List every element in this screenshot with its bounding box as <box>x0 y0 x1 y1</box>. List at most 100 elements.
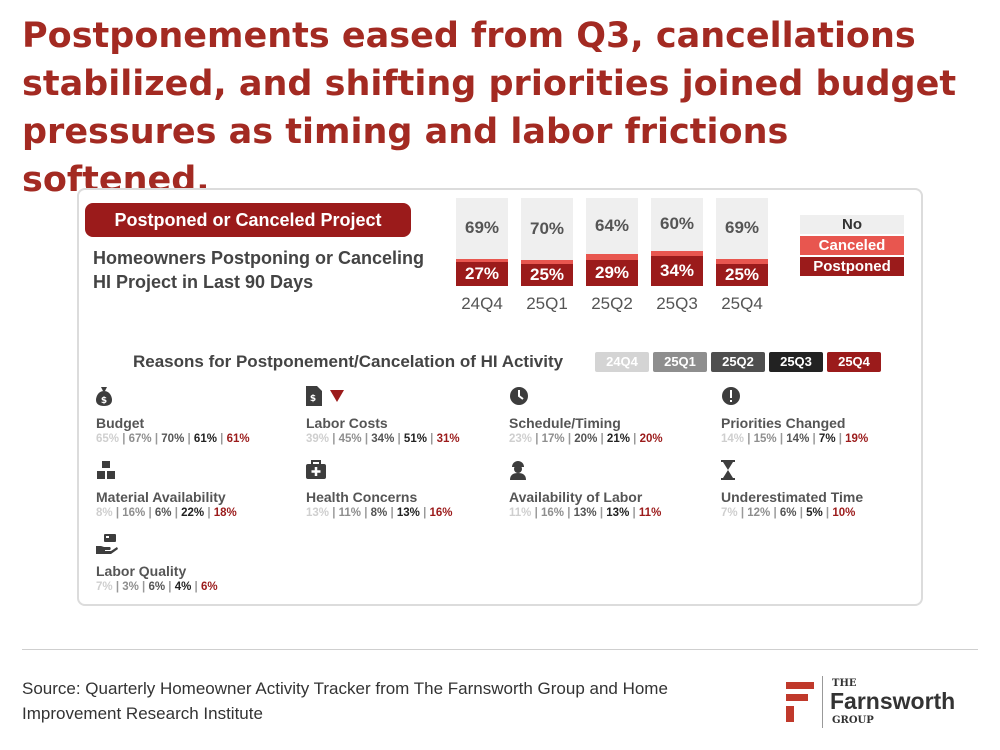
reason-values: 11% | 16% | 13% | 13% | 11% <box>509 505 719 521</box>
reason-name: Schedule/Timing <box>509 415 621 431</box>
worker-icon <box>509 461 527 480</box>
reason-value-25Q1: 16% <box>541 507 565 519</box>
reason-name: Underestimated Time <box>721 489 864 505</box>
logo-group: GROUP <box>832 715 874 726</box>
value-separator: | <box>387 507 397 519</box>
money-bag-icon: $ <box>96 387 112 406</box>
bar-segment-no <box>716 198 768 259</box>
reason-value-25Q4: 18% <box>213 507 237 519</box>
value-separator: | <box>165 581 175 593</box>
reason-value-25Q3: 13% <box>606 507 630 519</box>
reason-value-25Q1: 17% <box>541 433 565 445</box>
value-separator: | <box>419 507 430 519</box>
reason-value-25Q4: 61% <box>226 433 250 445</box>
reason-name: Availability of Labor <box>509 489 643 505</box>
value-separator: | <box>204 507 214 519</box>
reason-icon-row <box>509 386 719 406</box>
value-separator: | <box>776 433 787 445</box>
reason-values: 14% | 15% | 14% | 7% | 19% <box>721 431 931 447</box>
value-separator: | <box>184 433 194 445</box>
legend-canceled: Canceled <box>800 236 904 255</box>
reason-value-25Q3: 22% <box>181 507 205 519</box>
value-separator: | <box>532 433 542 445</box>
source-note: Source: Quarterly Homeowner Activity Tra… <box>22 679 668 723</box>
quarter-tag: 25Q4 <box>827 352 881 372</box>
reason-value-25Q2: 13% <box>573 507 597 519</box>
value-separator: | <box>112 507 123 519</box>
tick-label: 25Q3 <box>656 294 698 313</box>
quarter-tag: 25Q3 <box>769 352 823 372</box>
reason-values: 39% | 45% | 34% | 51% | 31% <box>306 431 516 447</box>
value-separator: | <box>119 433 129 445</box>
value-separator: | <box>191 581 201 593</box>
reason-value-25Q3: 51% <box>403 433 427 445</box>
reason-item: Health Concerns 13% | 11% | 8% | 13% | 16… <box>306 460 516 521</box>
reason-value-25Q4: 19% <box>845 433 869 445</box>
reason-icon-row: $ <box>306 386 516 406</box>
bar-segment-postponed <box>651 256 703 286</box>
value-separator: | <box>596 507 607 519</box>
value-separator: | <box>597 433 607 445</box>
value-separator: | <box>744 433 754 445</box>
clock-icon <box>509 387 529 405</box>
reason-value-25Q4: 31% <box>436 433 460 445</box>
reason-value-25Q4: 10% <box>832 507 856 519</box>
bar-segment-postponed <box>456 262 508 286</box>
reason-item: Labor Quality 7% | 3% | 6% | 4% | 6% <box>96 534 306 595</box>
data-label-postponed: 34% <box>659 261 695 281</box>
bar-segment-no <box>456 198 508 259</box>
legend-no: No <box>800 215 904 234</box>
reason-values: 23% | 17% | 20% | 21% | 20% <box>509 431 719 447</box>
legend-postponed: Postponed <box>800 257 904 276</box>
value-separator: | <box>531 507 541 519</box>
reason-name: Material Availability <box>96 489 226 505</box>
reason-name: Labor Costs <box>306 415 388 431</box>
reason-value-25Q4: 20% <box>639 433 663 445</box>
reason-value-25Q2: 34% <box>371 433 395 445</box>
reason-value-24Q4: 8% <box>96 507 113 519</box>
invoice-icon: $ <box>306 386 322 406</box>
headline: Postponements eased from Q3, cancellatio… <box>22 16 957 200</box>
value-separator: | <box>822 507 833 519</box>
reason-item: Schedule/Timing 23% | 17% | 20% | 21% | 2… <box>509 386 719 447</box>
reason-value-25Q4: 16% <box>429 507 453 519</box>
bar-segment-postponed <box>716 264 768 286</box>
reason-value-24Q4: 14% <box>721 433 745 445</box>
reason-value-25Q1: 3% <box>122 581 139 593</box>
reason-value-24Q4: 65% <box>96 433 120 445</box>
value-separator: | <box>394 433 404 445</box>
tick-label: 25Q4 <box>721 294 763 313</box>
reason-item: Priorities Changed 14% | 15% | 14% | 7% |… <box>721 386 931 447</box>
reason-values: 65% | 67% | 70% | 61% | 61% <box>96 431 306 447</box>
down-triangle-icon <box>330 387 344 404</box>
data-label-no: 64% <box>594 216 630 236</box>
bar-segment-no <box>521 198 573 260</box>
quarter-tag: 25Q1 <box>653 352 707 372</box>
reason-value-25Q2: 8% <box>370 507 388 519</box>
reason-item: Availability of Labor 11% | 16% | 13% | 1… <box>509 460 719 521</box>
reason-value-25Q3: 4% <box>174 581 192 593</box>
value-separator: | <box>361 507 371 519</box>
value-separator: | <box>629 433 640 445</box>
reason-value-24Q4: 7% <box>96 581 113 593</box>
bar-segment-canceled <box>586 254 638 261</box>
quarter-tag: 24Q4 <box>595 352 649 372</box>
value-separator: | <box>361 433 372 445</box>
reason-values: 7% | 12% | 6% | 5% | 10% <box>721 505 931 521</box>
data-label-no: 70% <box>529 218 565 238</box>
reason-icon-row <box>721 386 931 406</box>
reason-icon-row <box>509 460 719 480</box>
reason-value-25Q1: 16% <box>122 507 146 519</box>
reason-value-25Q2: 14% <box>786 433 810 445</box>
value-separator: | <box>770 507 780 519</box>
reason-name: Health Concerns <box>306 489 418 505</box>
data-label-postponed: 25% <box>529 265 565 284</box>
data-label-no: 60% <box>659 214 695 234</box>
value-separator: | <box>737 507 748 519</box>
value-separator: | <box>216 433 227 445</box>
reason-value-25Q3: 21% <box>606 433 630 445</box>
legend: No Canceled Postponed <box>800 215 904 278</box>
logo-mark-icon <box>786 682 814 722</box>
reasons-title: Reasons for Postponement/Cancelation of … <box>133 352 564 371</box>
bar-25Q2 <box>586 198 638 286</box>
